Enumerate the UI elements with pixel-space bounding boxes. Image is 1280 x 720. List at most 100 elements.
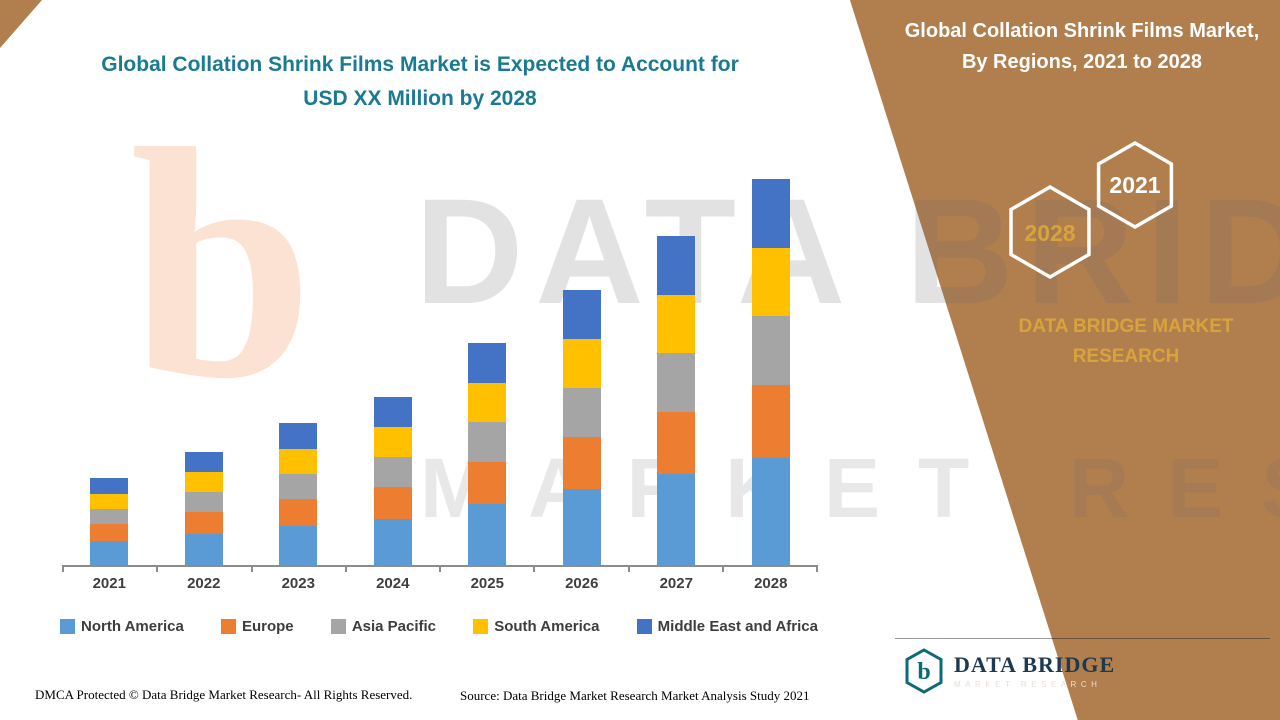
logo-name: DATA BRIDGE [954,652,1116,678]
hexagon-2021-shape [1096,140,1174,230]
legend-label: Asia Pacific [351,618,437,635]
x-axis-label: 2023 [281,575,315,592]
axis-tick [721,567,724,572]
bar-segment [184,492,223,512]
bar-segment [279,499,318,526]
bar-segment [751,458,790,565]
bar-segment [184,472,223,492]
hexagon-2021-label: 2021 [1109,172,1160,198]
bar-column-2025 [468,343,507,565]
logo-text-block: DATA BRIDGE MARKET RESEARCH [954,652,1116,689]
bar-segment [184,512,223,534]
bar-column-2024 [373,397,412,565]
bar-segment [279,423,318,449]
axis-tick [533,567,536,572]
bar-segment [279,474,318,499]
x-axis-label: 2024 [376,575,410,592]
bar-segment [279,449,318,474]
x-axis-label: 2021 [92,575,126,592]
legend-item: Middle East and Africa [636,618,818,635]
source-note: Source: Data Bridge Market Research Mark… [460,688,810,703]
bar-segment [90,524,129,541]
bar-segment [657,236,696,295]
bar-segment [90,478,129,494]
legend-label: South America [494,618,600,635]
bar-segment [751,316,790,385]
bar-segment [373,457,412,487]
bar-column-2021 [90,478,129,565]
bar-segment [468,422,507,462]
bar-segment [657,412,696,474]
chart-title-line1: Global Collation Shrink Films Market is … [101,53,739,76]
bar-segment [373,487,412,519]
chart-title-line2: USD XX Million by 2028 [303,86,537,110]
hexagon-2028-label: 2028 [1024,220,1075,246]
legend-label: Europe [241,618,294,635]
x-axis-line [62,565,818,567]
svg-text:b: b [917,659,930,685]
legend-item: Europe [220,618,294,635]
bar-column-2023 [279,423,318,565]
corner-decoration [0,0,42,48]
bar-segment [562,339,601,388]
chart-title: Global Collation Shrink Films Market is … [40,48,800,115]
panel-title: Global Collation Shrink Films Market, By… [904,20,1260,73]
bar-segment [90,541,129,565]
axis-tick [627,567,630,572]
bar-column-2026 [562,290,601,565]
company-logo: b DATA BRIDGE MARKET RESEARCH [903,648,1115,694]
year-hexagons: 2021 2028 [990,140,1200,300]
dmca-notice: DMCA Protected © Data Bridge Market Rese… [35,687,413,702]
logo-b-icon: b [905,648,943,694]
legend-label: Middle East and Africa [657,618,818,635]
legend-swatch [636,619,652,634]
bar-segment [562,388,601,437]
axis-tick [816,567,818,572]
hexagon-2028-shape [1009,184,1091,280]
footer-divider-line [895,638,1270,639]
bar-segment [373,519,412,565]
legend-item: South America [473,618,600,635]
bar-segment [562,437,601,489]
bar-segment [90,509,129,524]
bar-column-2027 [657,236,696,565]
bar-segment [562,290,601,339]
logo-subtitle: MARKET RESEARCH [954,679,1102,689]
bar-segment [184,534,223,565]
bar-column-2022 [184,452,223,565]
x-axis-labels: 2021 2022 2023 2024 2025 2026 2027 2028 [62,575,818,592]
bar-segment [373,427,412,457]
bar-segment [468,504,507,565]
bar-series-area [62,165,818,565]
axis-tick [62,567,64,572]
x-axis-label: 2028 [754,575,788,592]
bar-segment [657,474,696,565]
legend-swatch [60,619,75,634]
x-axis-label: 2026 [565,575,599,592]
axis-tick [250,567,253,572]
legend-item: North America [60,618,184,635]
bar-segment [90,494,129,509]
legend-swatch [473,619,489,634]
bar-segment [468,462,507,504]
bar-column-2028 [751,179,790,565]
x-axis-label: 2025 [470,575,504,592]
x-axis-label: 2022 [187,575,221,592]
axis-tick [156,567,159,572]
stacked-bar-chart: 2021 2022 2023 2024 2025 2026 2027 2028 [62,165,818,592]
brand-wordmark: DATA BRIDGE MARKET RESEARCH [1018,316,1234,368]
legend-label: North America [81,618,184,635]
bar-segment [751,179,790,248]
axis-tick [439,567,441,572]
bar-segment [468,383,507,422]
legend-item: Asia Pacific [330,618,437,635]
bar-segment [751,248,790,316]
bar-segment [657,353,696,412]
bar-segment [751,385,790,458]
bar-segment [562,489,601,565]
axis-tick [344,567,347,572]
legend-swatch [330,619,346,634]
x-axis-label: 2027 [659,575,693,592]
legend-swatch [220,619,236,634]
